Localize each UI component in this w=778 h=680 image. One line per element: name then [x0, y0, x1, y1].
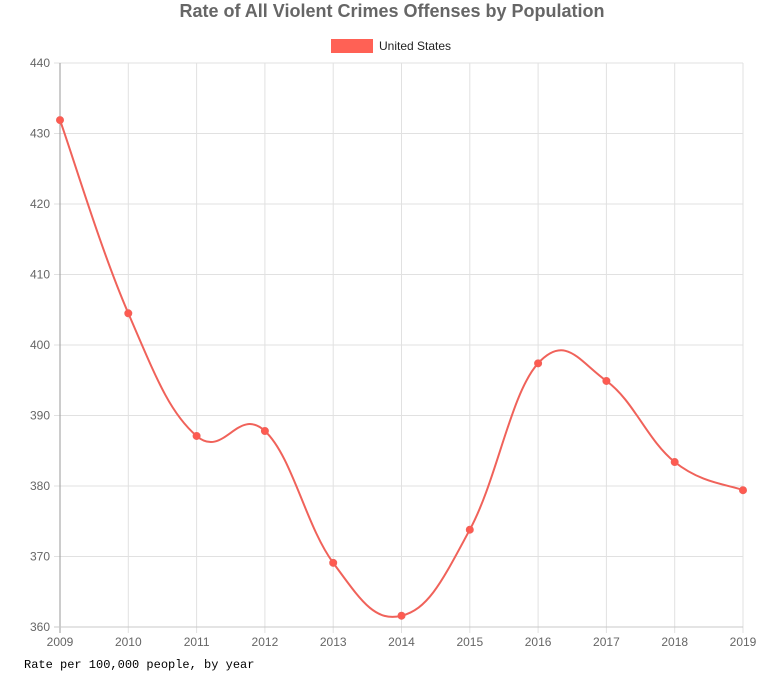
data-point-2009[interactable] [56, 116, 64, 125]
grid-lines [54, 62, 744, 633]
x-tick-label: 2015 [456, 635, 483, 649]
chart-title: Rate of All Violent Crimes Offenses by P… [179, 1, 605, 21]
x-tick-label: 2009 [47, 635, 74, 649]
line-chart: 440 430 420 410 400 390 380 370 360 2009 2010 2011… [30, 56, 757, 649]
data-point-2019[interactable] [739, 486, 747, 495]
data-point-2018[interactable] [670, 458, 679, 467]
data-point-2010[interactable] [124, 309, 133, 318]
x-tick-label: 2013 [320, 635, 347, 649]
y-tick-label: 380 [30, 479, 50, 493]
x-tick-label: 2012 [252, 635, 279, 649]
y-tick-label: 360 [30, 620, 50, 634]
y-tick-label: 440 [30, 56, 50, 70]
x-tick-label: 2011 [184, 635, 210, 649]
legend[interactable]: United States [331, 38, 451, 54]
legend-label: United States [379, 39, 452, 53]
axes [54, 63, 743, 633]
x-tick-label: 2010 [115, 635, 142, 649]
data-point-2011[interactable] [192, 431, 201, 440]
data-point-2014[interactable] [397, 611, 406, 620]
data-point-2012[interactable] [260, 427, 269, 436]
x-axis-ticks: 2009 2010 2011 2012 2013 2014 2015 2016 2017 2018… [47, 635, 757, 649]
y-tick-label: 430 [30, 127, 50, 141]
data-points [56, 116, 747, 620]
data-point-2015[interactable] [465, 525, 474, 534]
y-tick-label: 400 [30, 338, 50, 352]
x-tick-label: 2014 [388, 635, 415, 649]
y-tick-label: 370 [30, 550, 50, 564]
legend-swatch-united-states [331, 39, 373, 53]
chart-caption: Rate per 100,000 people, by year [24, 658, 255, 672]
x-tick-label: 2017 [593, 635, 620, 649]
y-tick-label: 410 [30, 268, 50, 282]
data-point-2016[interactable] [534, 359, 543, 368]
y-tick-label: 420 [30, 197, 50, 211]
data-point-2013[interactable] [329, 558, 338, 567]
x-tick-label: 2019 [730, 635, 757, 649]
y-tick-label: 390 [30, 409, 50, 423]
data-point-2017[interactable] [602, 376, 611, 385]
x-tick-label: 2016 [525, 635, 552, 649]
y-axis-ticks: 440 430 420 410 400 390 380 370 360 [30, 56, 50, 634]
x-tick-label: 2018 [661, 635, 688, 649]
